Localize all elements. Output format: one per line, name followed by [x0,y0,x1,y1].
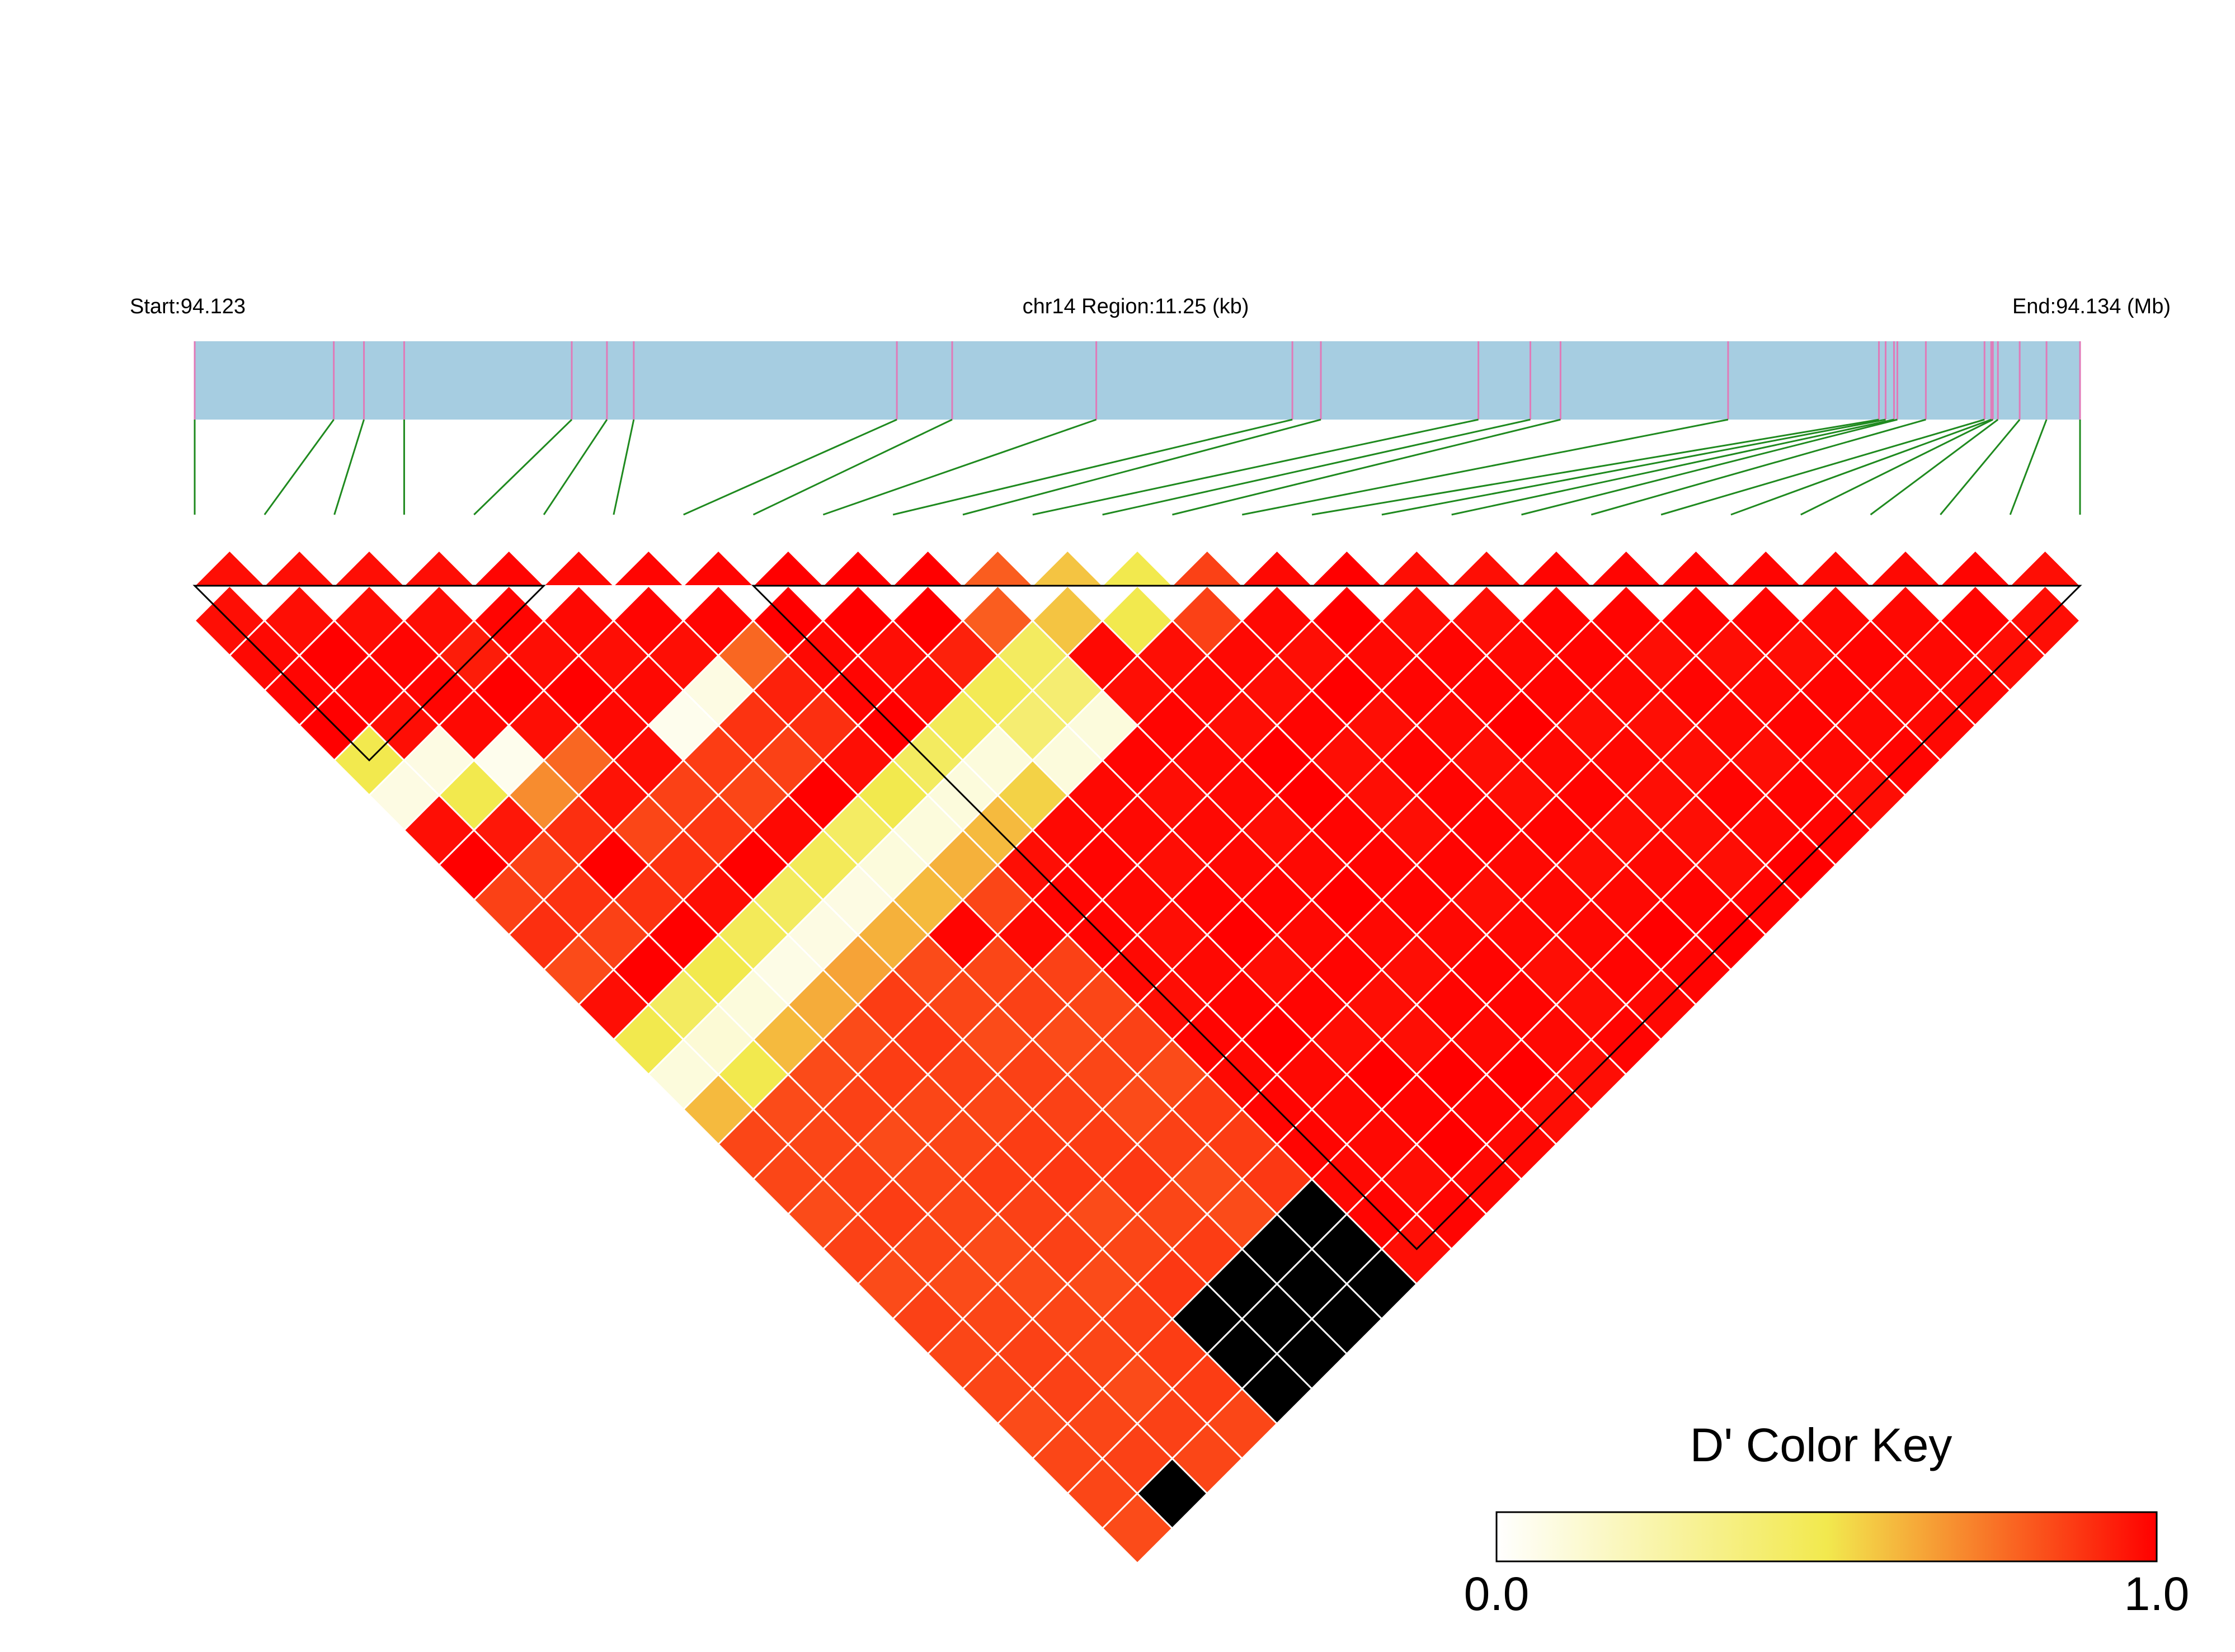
snp-connector [1521,418,1898,516]
region-end-label: End:94.134 (Mb) [2012,295,2171,318]
snp-connector [752,418,953,516]
snp-connector [1102,418,1531,516]
snp-marker [542,550,615,586]
snp-connector [264,419,335,515]
snp-marker [612,550,685,586]
snp-marker [1031,550,1104,586]
snp-connector [1172,418,1561,516]
snp-connector [1800,418,1993,516]
snp-connector [1241,418,1729,516]
snp-marker [1380,550,1453,586]
snp-marker [472,550,545,586]
snp-marker [193,550,266,586]
chromosome-region-bar [195,341,2080,420]
ld-block-outlines [192,585,2082,1250]
snp-marker [682,550,755,586]
snp-marker [402,550,476,586]
snp-connector-lines [194,418,2081,516]
snp-connector [613,419,635,515]
snp-connector [1591,418,1926,516]
snp-marker [1101,550,1174,586]
snp-connector [1451,418,1894,516]
snp-connector [333,419,365,515]
snp-connector [1870,418,1999,516]
snp-marker [821,550,895,586]
color-key-title: D' Color Key [1690,1419,1952,1471]
snp-connector [1381,418,1886,516]
snp-marker [2008,550,2082,586]
snp-marker [1659,550,1733,586]
snp-marker [891,550,964,586]
snp-markers [193,550,2082,586]
snp-connector [1032,418,1479,516]
snp-marker [1799,550,1872,586]
snp-marker [1170,550,1244,586]
snp-marker [263,550,336,586]
snp-marker [752,550,825,586]
ld-block-outline [192,585,546,762]
snp-marker [333,550,406,586]
snp-connector [892,418,1293,516]
snp-marker [1520,550,1593,586]
snp-connector [2009,419,2048,515]
snp-marker [1938,550,2012,586]
region-start-label: Start:94.123 [130,295,246,318]
color-key-max-label: 1.0 [2124,1568,2190,1620]
snp-connector [1660,418,1985,516]
snp-marker [961,550,1034,586]
snp-marker [1729,550,1803,586]
snp-connector [1730,418,1992,516]
color-key-min-label: 0.0 [1464,1568,1530,1620]
snp-connector [683,418,897,516]
snp-marker [1450,550,1523,586]
snp-marker [1310,550,1384,586]
snp-marker [1240,550,1314,586]
snp-connector [543,419,608,515]
snp-marker [1589,550,1663,586]
color-key-gradient [1495,1511,2158,1562]
ld-block-outline [751,585,2082,1250]
ld-cells [193,584,2082,1565]
snp-connector [1311,418,1879,516]
region-center-label: chr14 Region:11.25 (kb) [1023,295,1249,318]
snp-marker [1869,550,1942,586]
snp-connector [1940,419,2021,515]
snp-connector [962,418,1321,516]
snp-connector [473,418,573,516]
snp-connector [822,418,1097,516]
snp-position-ticks [194,341,2081,420]
